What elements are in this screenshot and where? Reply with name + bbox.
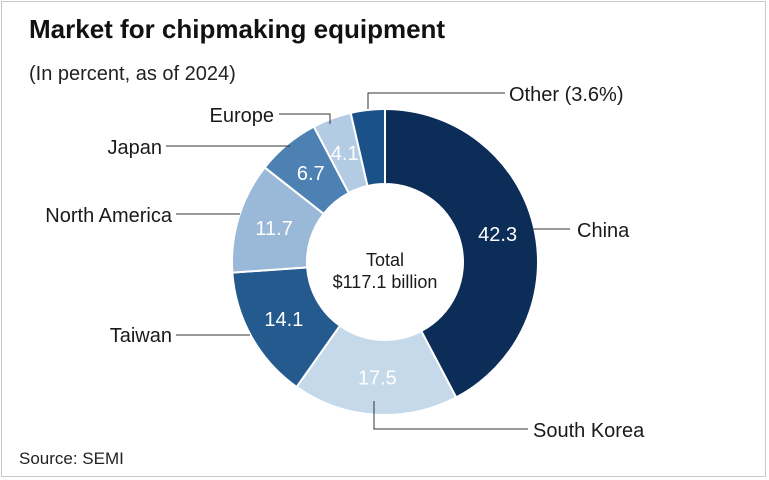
- slice-south-korea: [295, 324, 458, 416]
- category-label-europe: Europe: [210, 105, 275, 127]
- leader-line-europe: [279, 113, 331, 124]
- donut-slices: [231, 107, 539, 416]
- value-label-china: 42.3: [478, 224, 517, 246]
- category-labels: China South Korea Taiwan North America Japan…: [45, 84, 645, 442]
- value-label-south-korea: 17.5: [358, 368, 397, 390]
- category-label-south-korea: South Korea: [533, 420, 645, 442]
- category-label-china: China: [577, 220, 630, 242]
- chart-title: Market for chipmaking equipment: [29, 14, 446, 44]
- value-label-taiwan: 14.1: [264, 309, 303, 331]
- category-label-japan: Japan: [108, 137, 163, 159]
- leader-line-south-korea: [373, 401, 528, 430]
- leader-lines: [166, 92, 570, 430]
- center-label-line-2: $117.1 billion: [333, 272, 438, 292]
- value-label-north-america: 11.7: [255, 218, 292, 240]
- value-label-japan: 6.7: [297, 163, 325, 185]
- value-label-europe: 4.1: [331, 143, 359, 165]
- value-labels: 42.3 17.5 14.1 11.7 6.7 4.1: [255, 143, 517, 390]
- center-label-line-1: Total: [366, 250, 404, 270]
- source-note: Source: SEMI: [19, 449, 124, 468]
- category-label-other-3-6: Other (3.6%): [509, 84, 623, 106]
- category-label-north-america: North America: [45, 205, 173, 227]
- slice-china: [384, 107, 539, 399]
- slice-other-3-6: [349, 107, 386, 188]
- category-label-taiwan: Taiwan: [110, 325, 172, 347]
- leader-line-other-3-6: [367, 92, 505, 109]
- chart-subtitle: (In percent, as of 2024): [29, 63, 236, 85]
